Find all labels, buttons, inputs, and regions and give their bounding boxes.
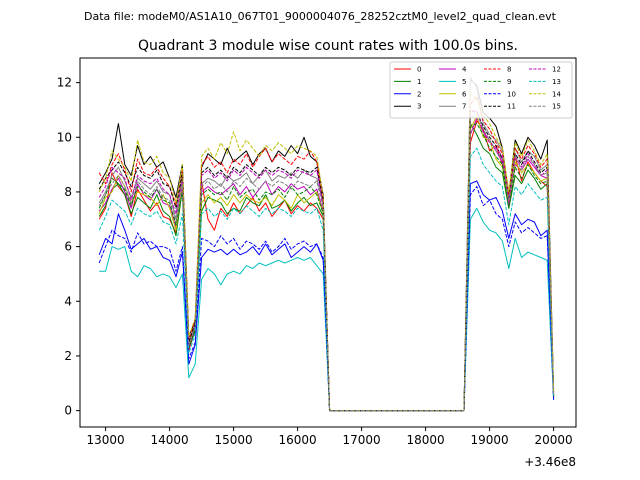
y-tick-label: 0 bbox=[64, 404, 72, 418]
series-line-5 bbox=[99, 207, 555, 412]
x-tick-label: 17000 bbox=[343, 433, 381, 447]
series-line-6 bbox=[98, 114, 555, 412]
legend-label-8: 8 bbox=[507, 66, 511, 74]
x-tick-label: 18000 bbox=[407, 433, 445, 447]
x-offset-label: +3.46e8 bbox=[524, 455, 576, 469]
series-line-13 bbox=[98, 147, 555, 412]
legend-label-14: 14 bbox=[552, 90, 561, 98]
plot-frame bbox=[79, 57, 577, 428]
y-axis: 0 2 4 6 8 10 12 bbox=[57, 76, 80, 418]
legend-label-9: 9 bbox=[507, 78, 511, 86]
y-tick-label: 12 bbox=[57, 76, 72, 90]
series-line-12 bbox=[98, 109, 555, 412]
x-tick-label: 19000 bbox=[471, 433, 509, 447]
legend-label-4: 4 bbox=[462, 66, 467, 74]
legend-label-10: 10 bbox=[507, 90, 516, 98]
legend-label-7: 7 bbox=[462, 103, 466, 111]
legend-label-6: 6 bbox=[462, 90, 467, 98]
series-line-15 bbox=[98, 112, 555, 412]
x-tick-label: 15000 bbox=[215, 433, 253, 447]
chart-title: Quadrant 3 module wise count rates with … bbox=[138, 38, 518, 54]
series-line-3 bbox=[98, 79, 555, 412]
x-axis: 13000 14000 15000 16000 17000 18000 19000 20000 bbox=[87, 427, 573, 447]
legend-box bbox=[389, 61, 573, 119]
legend-label-0: 0 bbox=[417, 66, 421, 74]
x-tick-label: 16000 bbox=[279, 433, 317, 447]
series-line-2 bbox=[98, 180, 555, 412]
x-tick-label: 13000 bbox=[87, 433, 125, 447]
series-line-7 bbox=[98, 76, 555, 412]
series-line-8 bbox=[98, 95, 555, 412]
legend-label-12: 12 bbox=[552, 66, 561, 74]
series-line-9 bbox=[98, 123, 555, 412]
legend-label-2: 2 bbox=[417, 90, 421, 98]
legend-label-5: 5 bbox=[462, 78, 466, 86]
x-tick-label: 14000 bbox=[151, 433, 189, 447]
series-line-14 bbox=[98, 93, 555, 412]
plot-area bbox=[98, 76, 555, 412]
legend-label-3: 3 bbox=[417, 103, 421, 111]
legend-label-15: 15 bbox=[552, 103, 561, 111]
y-tick-label: 10 bbox=[57, 130, 72, 144]
figure-header: Data file: modeM0/AS1A10_067T01_90000040… bbox=[84, 10, 557, 23]
series-line-10 bbox=[98, 186, 555, 412]
y-tick-label: 8 bbox=[64, 185, 72, 199]
legend-label-13: 13 bbox=[552, 78, 561, 86]
y-tick-label: 2 bbox=[64, 349, 72, 363]
y-tick-label: 6 bbox=[64, 240, 72, 254]
legend-label-11: 11 bbox=[507, 103, 516, 111]
legend-label-1: 1 bbox=[417, 78, 421, 86]
y-tick-label: 4 bbox=[64, 294, 72, 308]
x-tick-label: 20000 bbox=[535, 433, 573, 447]
